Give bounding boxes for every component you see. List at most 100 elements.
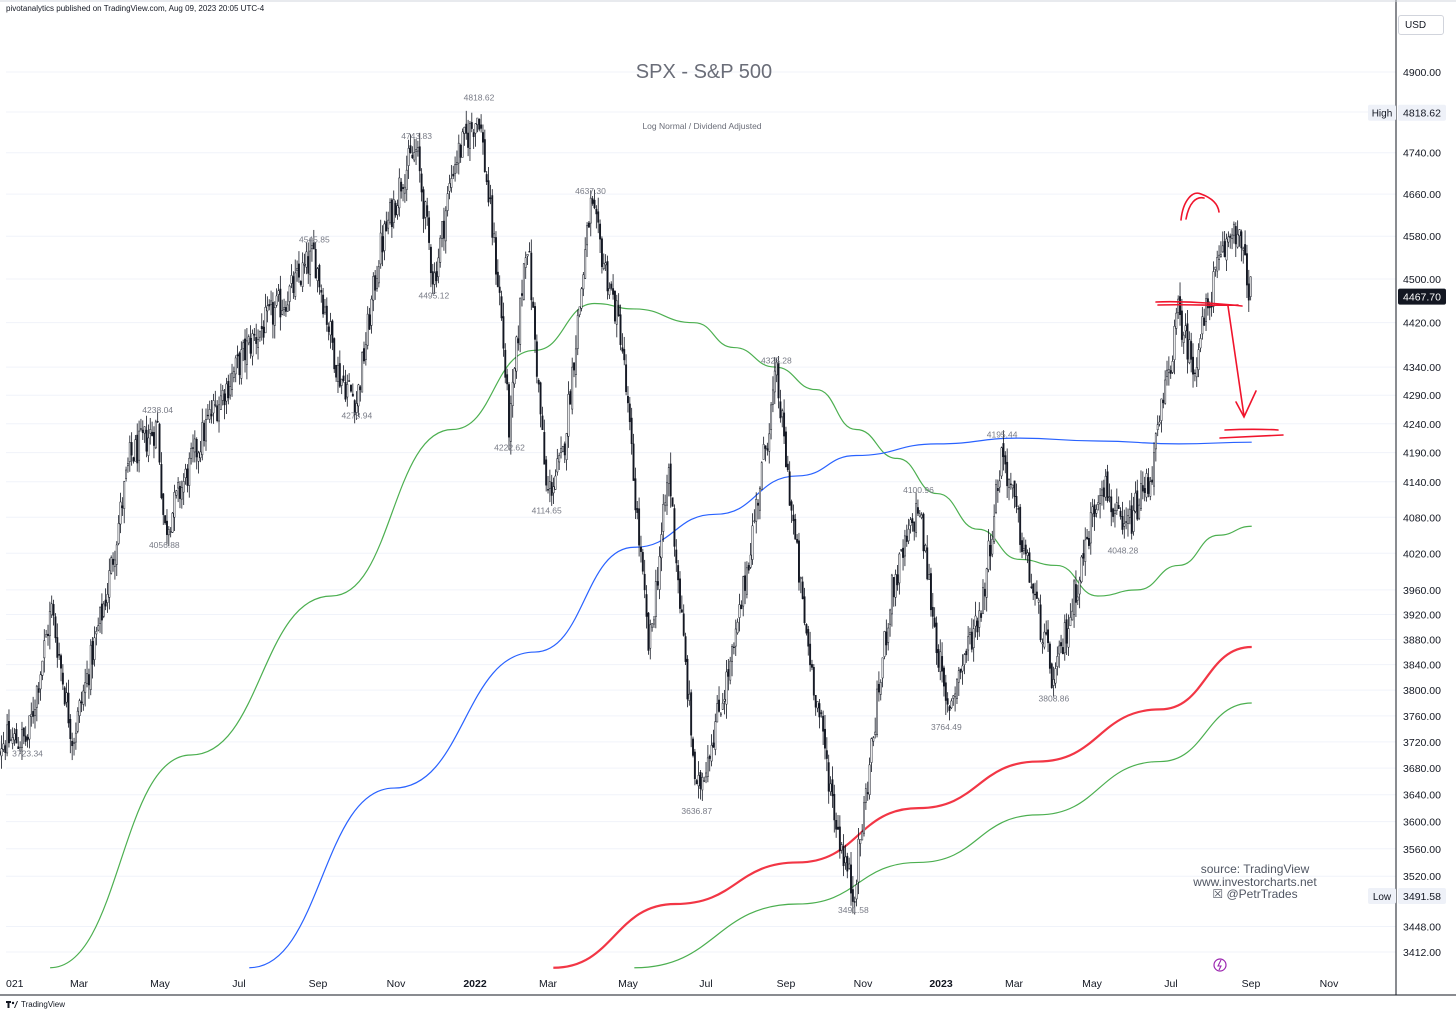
candle-body xyxy=(513,368,516,385)
candle-body xyxy=(500,296,503,319)
y-tick-label: 3960.00 xyxy=(1403,585,1441,597)
candle-body xyxy=(983,588,986,597)
candle-body xyxy=(1054,668,1057,684)
candle-body xyxy=(786,463,789,471)
price-tag-label: High xyxy=(1368,104,1396,121)
candle-body xyxy=(532,301,535,308)
candle-body xyxy=(342,375,345,381)
price-candles xyxy=(0,110,1252,915)
candle-body xyxy=(30,713,33,717)
candle-body xyxy=(234,357,237,375)
x-tick-label: 2022 xyxy=(463,978,487,990)
candle-body xyxy=(1216,257,1219,272)
candle-body xyxy=(1231,234,1234,239)
candle-body xyxy=(521,293,523,296)
tradingview-brand[interactable]: TradingView xyxy=(6,1000,65,1009)
candle-body xyxy=(61,672,64,685)
candle-body xyxy=(422,189,425,219)
y-tick-label: 4500.00 xyxy=(1403,274,1441,286)
candle-body xyxy=(608,288,611,296)
tradingview-logo-icon xyxy=(6,1000,18,1009)
watermark-handle: ☒ @PetrTrades xyxy=(1212,887,1298,901)
candle-body xyxy=(35,685,38,708)
earnings-event-icon[interactable] xyxy=(1213,958,1227,972)
candle-body xyxy=(736,621,739,634)
candle-body xyxy=(762,444,765,460)
y-tick-label: 3560.00 xyxy=(1403,844,1441,856)
candle-body xyxy=(437,257,440,278)
candle-body xyxy=(151,431,154,436)
top-arc-annotation xyxy=(1185,196,1205,220)
candle-body xyxy=(454,164,457,174)
candle-body xyxy=(807,629,810,647)
candle-body xyxy=(712,742,715,748)
peak-label: 3764.49 xyxy=(931,722,962,732)
candle-body xyxy=(1078,579,1081,595)
candle-body xyxy=(1219,254,1222,257)
candle-body xyxy=(297,263,300,278)
candle-body xyxy=(781,410,784,418)
candle-body xyxy=(1071,610,1074,621)
candle-body xyxy=(411,154,414,159)
candle-body xyxy=(301,262,304,287)
candle-body xyxy=(225,383,228,402)
candle-body xyxy=(495,237,497,275)
candle-body xyxy=(95,631,98,635)
candle-body xyxy=(701,777,704,791)
candle-body xyxy=(641,552,644,572)
candle-body xyxy=(627,395,629,404)
candle-body xyxy=(824,728,826,749)
candle-body xyxy=(660,534,663,559)
candle-body xyxy=(729,660,732,681)
candle-body xyxy=(67,692,70,724)
peak-label: 4545.85 xyxy=(299,234,330,244)
candle-body xyxy=(621,347,624,352)
candle-body xyxy=(695,780,698,785)
candle-body xyxy=(162,493,165,515)
candle-body xyxy=(1193,372,1196,374)
candle-body xyxy=(78,700,81,716)
candle-body xyxy=(1086,536,1089,540)
candle-body xyxy=(1134,492,1137,512)
candle-body xyxy=(1061,647,1064,654)
candle-body xyxy=(1093,504,1096,517)
down-arrow-annotation xyxy=(1227,305,1245,417)
candle-body xyxy=(13,733,16,741)
candle-body xyxy=(212,400,215,414)
candle-body xyxy=(837,826,839,830)
source-watermark: source: TradingView www.investorcharts.n… xyxy=(1188,863,1322,901)
peak-label: 4100.96 xyxy=(903,485,934,495)
candle-body xyxy=(561,446,564,452)
candle-body xyxy=(366,313,369,346)
candle-body xyxy=(870,738,873,763)
candle-body xyxy=(363,348,365,362)
candle-body xyxy=(461,131,464,158)
candle-body xyxy=(361,352,364,393)
candle-body xyxy=(312,242,315,250)
x-tick-label: Jul xyxy=(699,978,712,990)
candle-body xyxy=(34,709,36,717)
candle-body xyxy=(160,464,163,499)
candle-body xyxy=(348,380,351,382)
candle-body xyxy=(15,729,18,744)
down-arrow-annotation xyxy=(1235,390,1257,419)
candle-body xyxy=(309,250,312,275)
candle-body xyxy=(571,366,574,410)
candle-body xyxy=(777,362,780,399)
candle-body xyxy=(731,646,733,662)
candle-body xyxy=(732,646,735,648)
candle-body xyxy=(305,251,308,268)
currency-selector[interactable]: USD xyxy=(1398,15,1444,35)
candle-body xyxy=(935,622,938,654)
candle-body xyxy=(864,788,867,803)
candle-body xyxy=(792,514,795,522)
candle-body xyxy=(245,340,248,365)
candle-body xyxy=(132,457,135,462)
candle-body xyxy=(327,326,330,332)
candle-body xyxy=(227,380,230,399)
candle-body xyxy=(288,285,291,302)
candle-body xyxy=(1160,398,1163,421)
candle-body xyxy=(54,616,57,639)
